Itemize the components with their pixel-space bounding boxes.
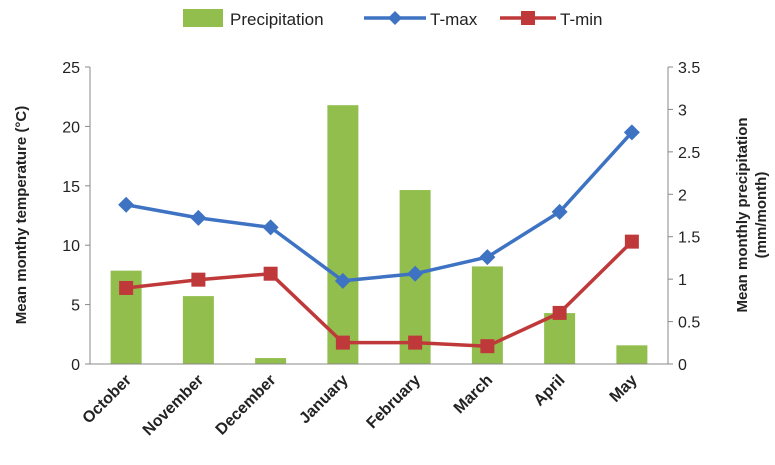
x-category-label: November [140, 372, 207, 439]
y-left-ticks: 0 5 10 15 20 25 [62, 60, 90, 374]
x-category-label: January [296, 372, 351, 427]
tmin-line [125, 240, 634, 348]
y-right-tick-label: 0 [678, 357, 687, 374]
tmax-point [262, 219, 279, 236]
tmin-point [119, 280, 134, 295]
y-right-ticks: 0 0.5 1 1.5 2 2.5 3 3.5 [668, 60, 700, 374]
tmax-line [125, 131, 634, 283]
precipitation-bar [327, 105, 359, 364]
tmin-point [552, 305, 567, 320]
tmin-point [191, 272, 206, 287]
y-right-tick-label: 1.5 [678, 230, 700, 247]
x-category-label: October [80, 372, 135, 427]
legend-marker-tmin [521, 11, 535, 25]
y-right-tick-label: 3 [678, 102, 687, 119]
y-right-tick-label: 2 [678, 187, 687, 204]
y-right-tick-label: 2.5 [678, 145, 700, 162]
tmin-point [408, 335, 423, 350]
y-left-tick-label: 5 [71, 298, 80, 315]
x-category-label: May [607, 372, 641, 406]
tmax-point [479, 249, 496, 266]
precipitation-bar [544, 313, 576, 364]
y-left-tick-label: 20 [62, 119, 80, 136]
y-right-axis-title-line2: (mm/month) [753, 172, 770, 259]
x-category-label: March [451, 372, 496, 417]
tmax-point [623, 124, 640, 141]
tmin-point [263, 266, 278, 281]
x-category-label: December [213, 372, 280, 439]
y-left-axis-title: Mean monthy temperature (°C) [13, 106, 30, 325]
tmax-point [334, 272, 351, 289]
y-left-tick-label: 10 [62, 238, 80, 255]
legend-label-tmin: T-min [560, 10, 603, 29]
y-right-tick-label: 1 [678, 272, 687, 289]
tmin-point [480, 339, 495, 354]
tmax-point [551, 203, 568, 220]
y-left-tick-label: 15 [62, 179, 80, 196]
legend-marker-tmax [388, 11, 402, 25]
precipitation-bar [182, 296, 214, 364]
y-right-tick-label: 3.5 [678, 60, 700, 77]
tmin-point [335, 335, 350, 350]
tmin-point [624, 234, 639, 249]
y-right-axis-title-line1: Mean monthly precipitation [734, 117, 751, 312]
legend-label-precipitation: Precipitation [230, 10, 324, 29]
tmax-point [407, 265, 424, 282]
x-category-labels: October November December January February Ma… [80, 372, 641, 439]
legend-label-tmax: T-max [430, 10, 478, 29]
y-right-tick-label: 0.5 [678, 315, 700, 332]
y-left-tick-label: 25 [62, 60, 80, 77]
precipitation-bar [255, 358, 287, 364]
precipitation-bars [110, 105, 648, 364]
x-category-label: April [531, 372, 569, 410]
precipitation-bar [616, 345, 648, 364]
legend-swatch-precipitation [183, 9, 223, 27]
tmax-point [190, 209, 207, 226]
temperature-lines [118, 124, 640, 354]
legend: Precipitation T-max T-min [183, 9, 603, 29]
x-category-label: February [364, 372, 425, 433]
tmax-point [118, 196, 135, 213]
y-left-tick-label: 0 [71, 357, 80, 374]
